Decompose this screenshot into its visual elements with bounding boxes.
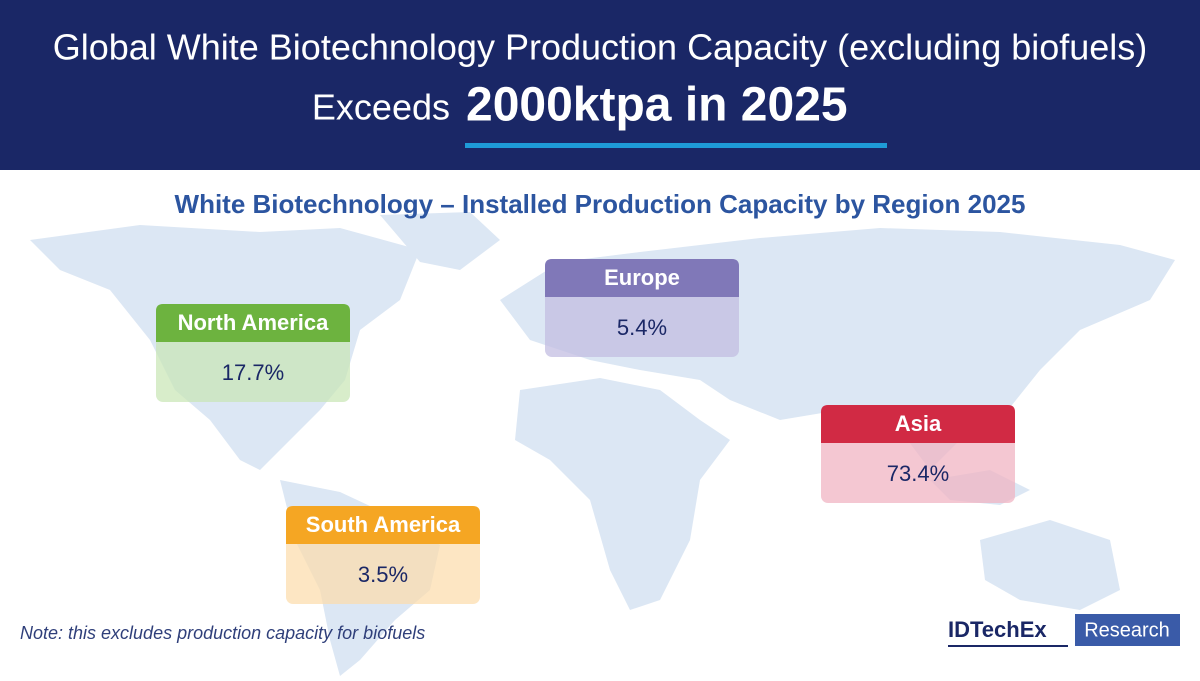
- header-band: [0, 0, 1200, 170]
- region-name: Asia: [895, 411, 942, 436]
- note: Note: this excludes production capacity …: [20, 623, 425, 643]
- region-name: Europe: [604, 265, 680, 290]
- title-prefix: Exceeds: [312, 87, 450, 128]
- region-header: [286, 506, 480, 544]
- region-header: [821, 405, 1015, 443]
- region-name: South America: [306, 512, 461, 537]
- region-value: 3.5%: [358, 562, 408, 587]
- region-value: 73.4%: [887, 461, 949, 486]
- title-underline: [465, 143, 887, 148]
- region-value: 5.4%: [617, 315, 667, 340]
- title-line: Global White Biotechnology Production Ca…: [53, 27, 1148, 68]
- region-boxes: North America 17.7% Europe 5.4% Asia 73.4% Sou…: [156, 259, 1015, 604]
- logo-box: [1075, 614, 1180, 646]
- title-highlight: 2000ktpa in 2025: [466, 79, 848, 132]
- region-header: [545, 259, 739, 297]
- logo-brand: IDTechEx: [948, 617, 1047, 642]
- region-header: [156, 304, 350, 342]
- region-name: North America: [178, 310, 330, 335]
- logo-tag: Research: [1084, 619, 1170, 641]
- subtitle: White Biotechnology – Installed Producti…: [175, 189, 1026, 219]
- region-value: 17.7%: [222, 360, 284, 385]
